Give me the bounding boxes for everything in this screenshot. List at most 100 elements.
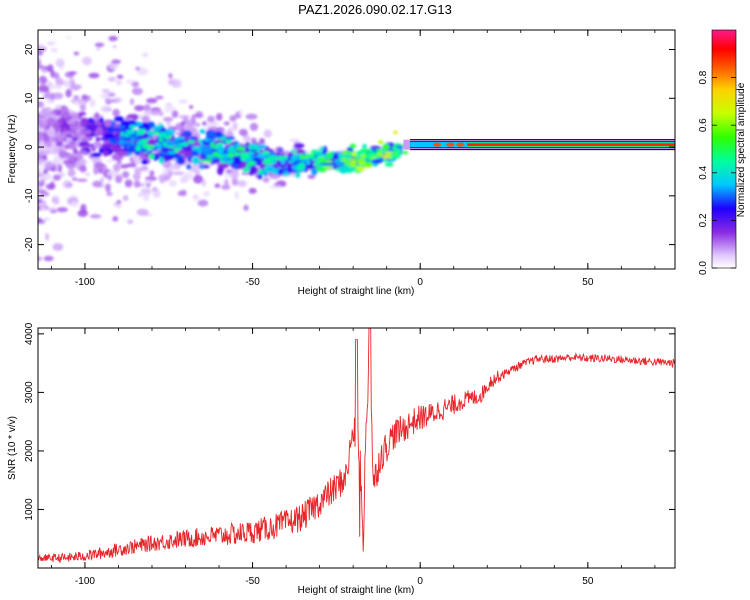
heat-speckle: [171, 110, 179, 118]
heat-core: [349, 143, 357, 149]
tone-edge-bottom: [410, 149, 675, 151]
heat-blob: [311, 166, 318, 176]
spectrogram-xtick-label: 0: [417, 277, 423, 288]
spectrogram-ytick-label: 20: [24, 44, 35, 56]
heat-speckle: [44, 232, 50, 241]
heat-speckle: [135, 66, 141, 71]
heat-speckle: [133, 180, 141, 188]
heat-core: [130, 133, 137, 139]
heat-speckle: [178, 115, 190, 119]
heat-blob: [192, 156, 200, 165]
heat-speckle: [245, 113, 258, 120]
heat-speckle: [223, 121, 230, 126]
heat-blob: [79, 128, 85, 136]
heat-core: [393, 147, 399, 153]
heat-speckle: [237, 180, 247, 188]
heat-speckle: [82, 99, 89, 104]
heat-blob: [294, 143, 305, 149]
heat-speckle: [149, 170, 155, 177]
heat-core: [217, 149, 223, 155]
heat-speckle: [273, 182, 282, 187]
heat-blob: [332, 153, 339, 161]
heat-core: [306, 159, 311, 165]
heat-speckle: [108, 35, 118, 42]
heat-core: [370, 156, 377, 160]
heat-speckle: [227, 127, 233, 132]
heat-blob: [61, 131, 73, 136]
heat-blob: [186, 164, 192, 170]
heat-speckle: [79, 168, 87, 172]
heat-speckle: [140, 165, 149, 171]
heat-speckle: [136, 208, 149, 216]
heat-core: [277, 156, 285, 161]
heat-core: [142, 144, 150, 149]
spectrogram-ylabel: Frequency (Hz): [7, 115, 18, 184]
heat-speckle: [134, 158, 142, 165]
heat-speckle: [93, 161, 105, 169]
heat-blob: [42, 147, 54, 153]
tone-edge-top: [410, 139, 675, 141]
heat-core: [402, 150, 408, 155]
snr-series-line: [38, 328, 675, 564]
heat-speckle: [241, 171, 250, 176]
heat-speckle: [116, 203, 122, 209]
heat-speckle: [243, 136, 252, 142]
heat-speckle: [107, 174, 112, 181]
heat-blob: [106, 128, 118, 133]
heat-speckle: [77, 209, 89, 217]
colorbar: 0.0 0.2 0.4 0.6 0.8 Normalized spectral ampl…: [698, 29, 747, 275]
heat-speckle: [105, 98, 112, 105]
heat-speckle: [38, 161, 42, 165]
heat-blob: [38, 131, 43, 140]
heat-speckle: [180, 121, 186, 127]
heat-blob: [104, 119, 112, 128]
heat-blob: [68, 145, 77, 150]
snr-xtick-label: 50: [582, 576, 594, 587]
heat-core: [138, 132, 144, 136]
heat-blob: [190, 150, 199, 155]
heat-speckle: [73, 51, 80, 56]
heat-blob: [76, 150, 88, 155]
heat-speckle: [50, 69, 56, 78]
heat-speckle: [168, 180, 178, 187]
heat-blob: [278, 169, 284, 175]
snr-ytick-label: 1000: [24, 498, 35, 521]
heat-blob: [95, 136, 101, 142]
heat-blob: [245, 141, 250, 147]
heat-core: [319, 146, 325, 151]
heat-core: [177, 143, 184, 147]
heat-core: [349, 163, 358, 168]
heat-speckle: [116, 79, 122, 86]
heat-speckle: [116, 74, 124, 80]
heat-blob: [287, 165, 293, 174]
heat-speckle: [115, 174, 123, 184]
heat-core: [247, 161, 257, 166]
heat-speckle: [172, 171, 185, 176]
heat-speckle: [132, 172, 141, 181]
heat-core: [187, 140, 195, 144]
heat-blob: [126, 145, 138, 153]
snr-ytick-label: 3000: [24, 381, 35, 404]
heat-speckle: [243, 204, 249, 211]
heat-speckle: [52, 174, 62, 181]
heat-speckle: [46, 41, 56, 46]
heat-speckle: [193, 174, 204, 184]
heat-core: [319, 159, 328, 163]
heat-speckle: [38, 217, 43, 223]
heat-speckle: [263, 129, 272, 138]
heat-speckle: [107, 92, 116, 97]
heat-speckle: [38, 84, 50, 93]
heat-speckle: [248, 187, 257, 194]
heat-speckle: [94, 42, 105, 48]
heat-core: [357, 158, 366, 163]
heat-speckle: [67, 152, 74, 161]
heat-speckle: [68, 79, 76, 88]
heat-speckle: [289, 138, 301, 143]
heat-speckle: [43, 160, 54, 170]
heat-speckle: [71, 177, 78, 181]
heat-core: [381, 154, 392, 159]
heat-blob: [83, 144, 91, 149]
heat-core: [158, 138, 164, 142]
